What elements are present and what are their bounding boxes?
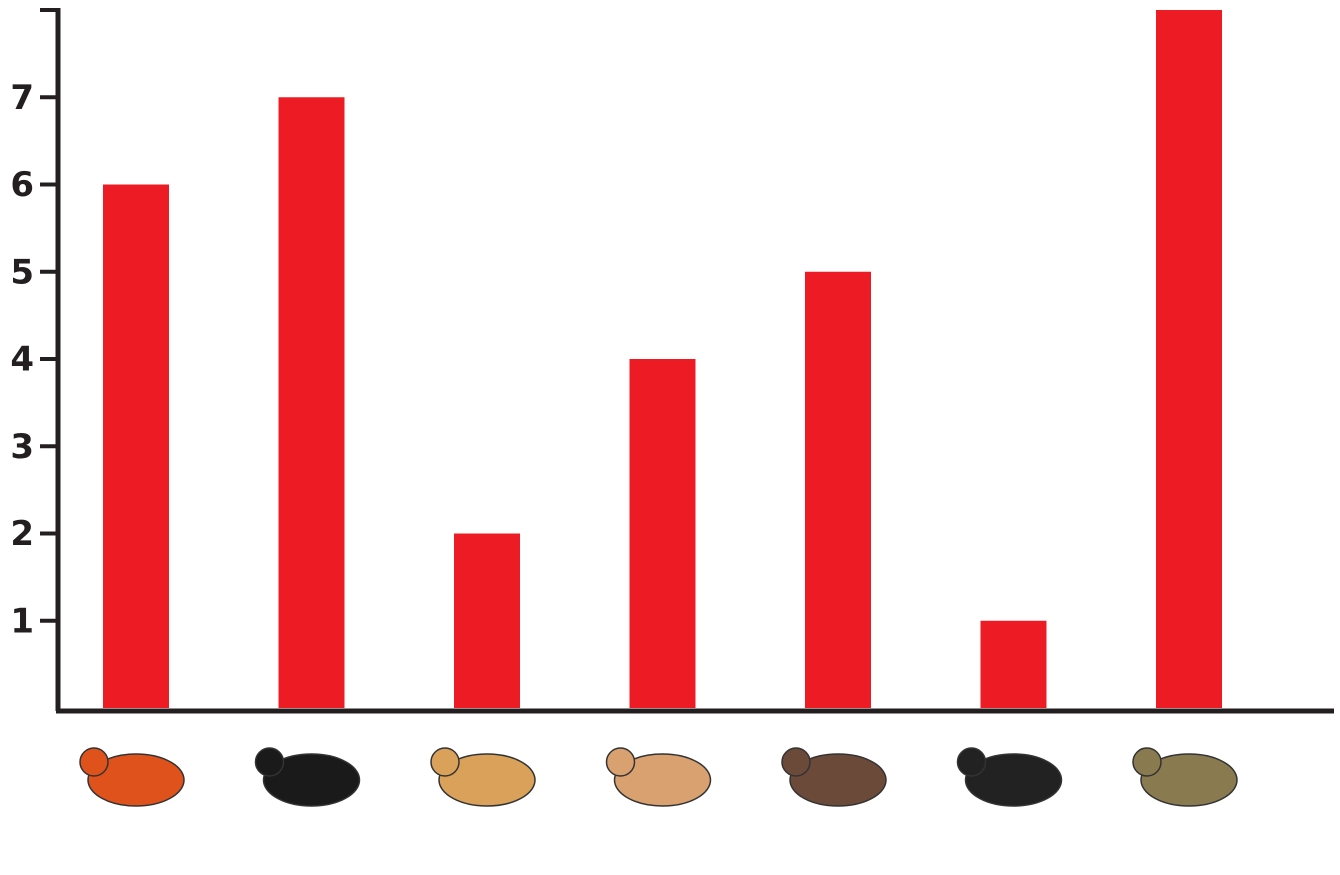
bar [278,97,345,708]
y-tick-label: 5 [10,252,34,292]
y-tick-label: 6 [10,165,34,205]
animal-icon [87,753,185,807]
animal-icon-head [430,747,460,777]
y-tick-label: 2 [10,514,34,554]
bar [1156,10,1222,708]
animal-icon-head [781,747,811,777]
animal-icon-head [1132,747,1162,777]
animal-icon-head [956,747,987,777]
y-tick-label: 7 [10,78,34,118]
animal-icon [613,753,712,807]
bar [629,359,696,708]
bar [805,271,871,708]
animal-icon-head [79,747,109,777]
y-tick-label: 3 [10,427,34,467]
animal-icon [964,753,1063,807]
bar [103,184,169,708]
animal-icon-head [254,747,285,777]
animal-icon [262,753,361,807]
animal-icon-head [605,747,636,777]
y-tick-label: 1 [10,601,34,641]
animal-icon [789,753,887,807]
animal-icon [1140,753,1238,807]
bar [454,533,520,708]
y-tick-label: 4 [10,340,34,380]
animal-icon [438,753,536,807]
bar [980,620,1047,708]
